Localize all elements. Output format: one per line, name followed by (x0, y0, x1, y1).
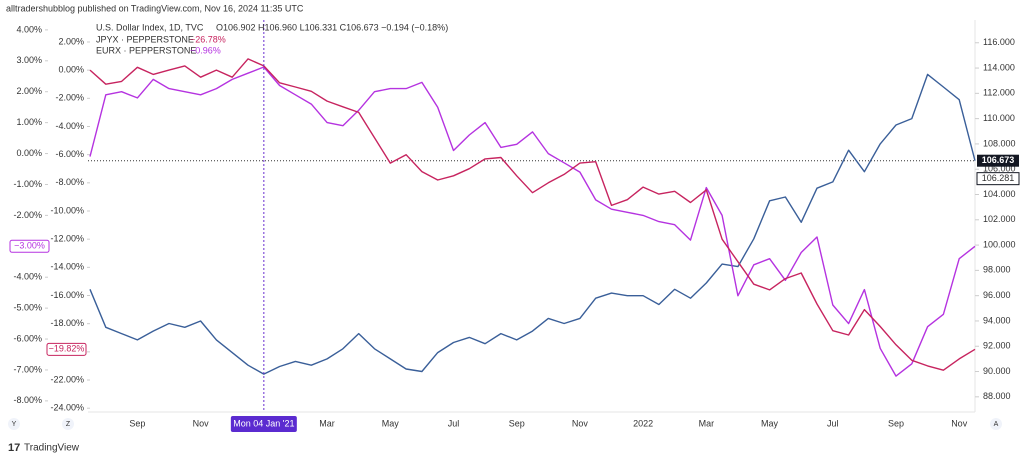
price-marker: 106.281 (982, 173, 1015, 183)
y-tick-label: -6.00% (13, 333, 42, 343)
brand-name: TradingView (24, 443, 80, 454)
y-tick-label: -4.00% (55, 121, 84, 131)
last-price: 106.673 (982, 155, 1015, 165)
y-tick-label: -10.00% (50, 205, 84, 215)
x-tick-label: Nov (572, 418, 589, 428)
y-tick-label: 4.00% (16, 24, 42, 34)
y-tick-label: -24.00% (50, 403, 84, 413)
value-label-box (9, 239, 50, 253)
y-tick-label: -8.00% (13, 395, 42, 405)
y-tick-label: -8.00% (55, 177, 84, 187)
value-label-box (46, 342, 87, 356)
y-tick-label: -2.00% (55, 93, 84, 103)
legend-change: −26.78% (190, 34, 226, 44)
y-tick-label: 102.000 (983, 214, 1016, 224)
legend-title: U.S. Dollar Index, 1D, TVC (96, 22, 204, 32)
brand: 17 TradingView (8, 442, 80, 454)
axis-button-label[interactable]: A (994, 421, 999, 428)
y-tick-label: -14.00% (50, 262, 84, 272)
y-tick-label: -5.00% (13, 303, 42, 313)
x-tick-label: Jul (448, 418, 460, 428)
legend-name: EURX · PEPPERSTONE (96, 45, 196, 55)
x-tick-label: Mar (699, 418, 715, 428)
y-tick-label: 2.00% (16, 86, 42, 96)
y-tick-label: 100.000 (983, 239, 1016, 249)
y-tick-label: 108.000 (983, 138, 1016, 148)
axis-button[interactable] (62, 418, 74, 430)
y-tick-label: 88.000 (983, 391, 1011, 401)
attribution: alltradershubblog published on TradingVi… (6, 3, 304, 13)
y-tick-label: -12.00% (50, 234, 84, 244)
y-tick-label: 98.000 (983, 265, 1011, 275)
y-tick-label: 0.00% (58, 65, 84, 75)
x-tick-label: Nov (193, 418, 210, 428)
x-tick-label: Sep (129, 418, 145, 428)
x-tick-label: May (761, 418, 779, 428)
x-tick-label: Sep (509, 418, 525, 428)
y-tick-label: 90.000 (983, 366, 1011, 376)
axis-button-label[interactable]: Z (66, 421, 71, 428)
legend-ohlc: O106.902 H106.960 L106.331 C106.673 −0.1… (216, 22, 448, 32)
y-tick-label: 116.000 (983, 37, 1015, 47)
legend-change: −0.96% (190, 45, 221, 55)
x-tick-label: May (382, 418, 400, 428)
crosshair-label-box (230, 416, 297, 432)
y-tick-label: 92.000 (983, 341, 1011, 351)
x-tick-label: Nov (951, 418, 968, 428)
y-tick-label: 1.00% (16, 117, 42, 127)
value-label: −19.82% (49, 344, 85, 354)
series-line (89, 73, 976, 375)
y-tick-label: -22.00% (50, 374, 84, 384)
series-line (89, 58, 976, 371)
y-tick-label: 112.000 (983, 88, 1015, 98)
value-label: −3.00% (14, 241, 45, 251)
y-tick-label: 106.000 (983, 164, 1016, 174)
brand-logo: 17 (8, 442, 20, 454)
y-tick-label: -16.00% (50, 290, 84, 300)
axis-button-label[interactable]: Y (12, 421, 17, 428)
axis-button[interactable] (990, 418, 1002, 430)
x-tick-label: Mar (319, 418, 335, 428)
y-tick-label: -4.00% (13, 272, 42, 282)
x-tick-label: Jul (827, 418, 839, 428)
last-price-box (977, 154, 1019, 167)
y-tick-label: -2.00% (13, 210, 42, 220)
y-tick-label: 110.000 (983, 113, 1015, 123)
y-tick-label: -7.00% (13, 364, 42, 374)
y-tick-label: 0.00% (16, 148, 42, 158)
y-tick-label: -18.00% (50, 318, 84, 328)
y-tick-label: 3.00% (16, 55, 42, 65)
y-tick-label: -6.00% (55, 149, 84, 159)
y-tick-label: 2.00% (58, 36, 84, 46)
y-tick-label: -1.00% (13, 179, 42, 189)
crosshair-label: Mon 04 Jan '21 (233, 418, 294, 428)
x-tick-label: 2022 (633, 418, 653, 428)
y-tick-label: 114.000 (983, 62, 1015, 72)
x-tick-label: Sep (888, 418, 904, 428)
legend-name: JPYX · PEPPERSTONE (96, 34, 194, 44)
axis-button[interactable] (8, 418, 20, 430)
series-line (89, 66, 976, 377)
y-tick-label: 104.000 (983, 189, 1016, 199)
y-tick-label: 96.000 (983, 290, 1011, 300)
price-marker-box (976, 172, 1020, 186)
y-tick-label: 94.000 (983, 315, 1011, 325)
